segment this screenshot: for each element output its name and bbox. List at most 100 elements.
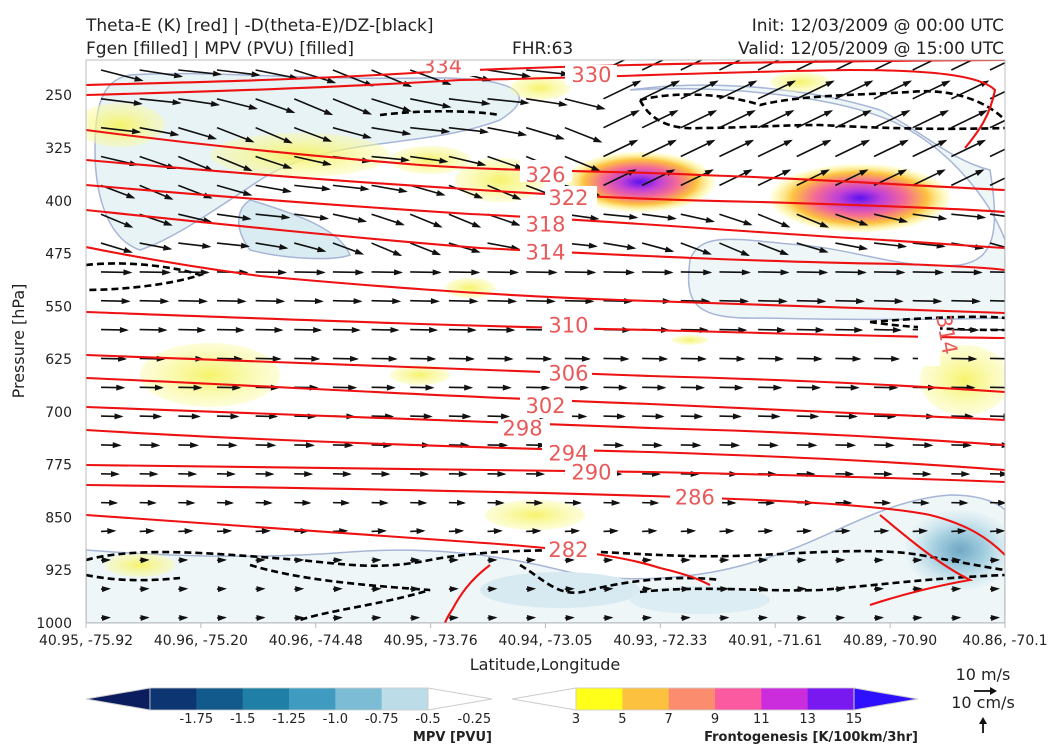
- wind-arrowhead: [504, 355, 514, 362]
- wind-arrowhead: [780, 269, 790, 276]
- mpv-colorbar-title: MPV [PVU]: [413, 730, 492, 745]
- wind-arrowhead: [265, 470, 275, 477]
- wind-arrowhead: [390, 326, 400, 333]
- wind-arrowhead: [242, 214, 252, 221]
- wind-arrowhead: [464, 384, 474, 391]
- wind-arrowhead: [388, 355, 398, 362]
- colorbar-swatch: [668, 688, 716, 710]
- theta-e-label: 294: [548, 442, 588, 466]
- wind-arrow: [989, 177, 1005, 187]
- colorbar-swatch: [381, 688, 429, 710]
- wind-arrowhead: [282, 162, 293, 169]
- wind-arrowhead: [976, 213, 987, 220]
- wind-arrowhead: [686, 528, 697, 535]
- wind-arrowhead: [694, 413, 704, 420]
- wind-arrowhead: [248, 103, 258, 110]
- wind-arrowhead: [240, 242, 251, 249]
- wind-arrowhead: [720, 557, 730, 564]
- wind-arrowhead: [427, 355, 437, 362]
- wind-arrowhead: [449, 557, 459, 564]
- wind-arrowhead: [341, 499, 351, 506]
- wind-arrowhead: [351, 326, 361, 333]
- wind-arrowhead: [420, 470, 430, 477]
- wind-arrowhead: [372, 614, 382, 621]
- wind-arrowhead: [1019, 80, 1028, 87]
- wind-arrowhead: [565, 586, 575, 593]
- wind-arrowhead: [1011, 298, 1020, 304]
- x-tick-label: 40.94, -73.05: [498, 633, 592, 649]
- wind-arrowhead: [667, 214, 677, 221]
- wind-arrowhead: [295, 586, 305, 593]
- wind-arrowhead: [112, 442, 122, 449]
- wind-arrowhead: [920, 499, 930, 506]
- wind-arrowhead: [140, 586, 150, 593]
- wind-arrow: [989, 119, 1005, 129]
- wind-arrowhead: [473, 192, 484, 199]
- wind-arrowhead: [938, 139, 948, 147]
- wind-arrowhead: [362, 108, 373, 115]
- wind-arrowhead: [859, 219, 869, 226]
- wind-arrowhead: [101, 557, 111, 564]
- wind-arrowhead: [272, 355, 282, 362]
- wind-arrowhead: [393, 269, 404, 276]
- wind-arrowhead: [179, 614, 189, 621]
- wind-arrowhead: [123, 247, 133, 253]
- wind-arrowhead: [134, 75, 144, 82]
- wind-arrowhead: [418, 499, 428, 506]
- wind-arrowhead: [667, 139, 677, 147]
- wind-arrowhead: [555, 133, 565, 140]
- wind-arrowhead: [952, 586, 962, 593]
- wind-arrowhead: [114, 413, 124, 420]
- wind-arrowhead: [655, 413, 665, 420]
- theta-e-label: 298: [502, 416, 542, 440]
- colorbar-swatch: [715, 688, 762, 710]
- wind-arrowhead: [520, 99, 530, 106]
- wind-arrowhead: [449, 614, 459, 621]
- x-tick-label: 40.96, -74.48: [269, 633, 363, 649]
- wind-arrowhead: [1020, 51, 1029, 58]
- wind-arrowhead: [808, 442, 818, 449]
- wind-arrowhead: [692, 442, 702, 449]
- wind-arrowhead: [874, 614, 885, 621]
- wind-arrowhead: [669, 110, 679, 117]
- wind-arrowhead: [952, 557, 962, 564]
- wind-arrowhead: [802, 528, 813, 535]
- wind-arrowhead: [511, 193, 522, 200]
- wind-arrowhead: [353, 298, 363, 305]
- wind-arrowhead: [372, 557, 382, 564]
- wind-arrowhead: [488, 586, 498, 593]
- wind-arrowhead: [711, 51, 720, 58]
- wind-arrowhead: [959, 499, 969, 506]
- wind-arrowhead: [304, 470, 314, 477]
- wind-arrowhead: [933, 298, 943, 305]
- mpv-colorbar: -1.75 -1.5 -1.25 -1.0 -0.75 -0.5 -0.25: [85, 687, 493, 727]
- wind-arrowhead: [653, 442, 663, 449]
- wind-arrowhead: [344, 442, 354, 449]
- y-tick-label: 700: [45, 405, 72, 421]
- wind-arrowhead: [162, 269, 172, 276]
- wind-arrowhead: [186, 499, 196, 506]
- wind-arrowhead: [527, 557, 537, 564]
- wind-arrowhead: [744, 139, 755, 147]
- wind-arrowhead: [659, 355, 669, 362]
- wind-arrowhead: [342, 470, 352, 477]
- wind-arrow: [255, 69, 297, 80]
- wind-arrowhead: [741, 269, 751, 276]
- wind-arrowhead: [509, 269, 519, 276]
- wind-arrowhead: [781, 221, 791, 228]
- x-tick-label: 40.89, -70.90: [843, 633, 937, 649]
- wind-arrowhead: [740, 298, 750, 305]
- wind-arrowhead: [898, 217, 909, 224]
- wind-arrowhead: [532, 528, 542, 535]
- wind-arrowhead: [527, 586, 537, 593]
- wind-arrowhead: [769, 442, 779, 449]
- wind-arrowhead: [998, 499, 1005, 506]
- colorbar-tick-label: -1.5: [230, 712, 255, 727]
- x-tick-label: 40.95, -73.76: [384, 633, 478, 649]
- wind-arrowhead: [497, 470, 507, 477]
- wind-arrowhead: [963, 442, 973, 449]
- wind-arrowhead: [462, 413, 472, 420]
- wind-arrowhead: [314, 298, 324, 305]
- wind-arrowhead: [202, 242, 212, 249]
- wind-arrowhead: [764, 528, 774, 535]
